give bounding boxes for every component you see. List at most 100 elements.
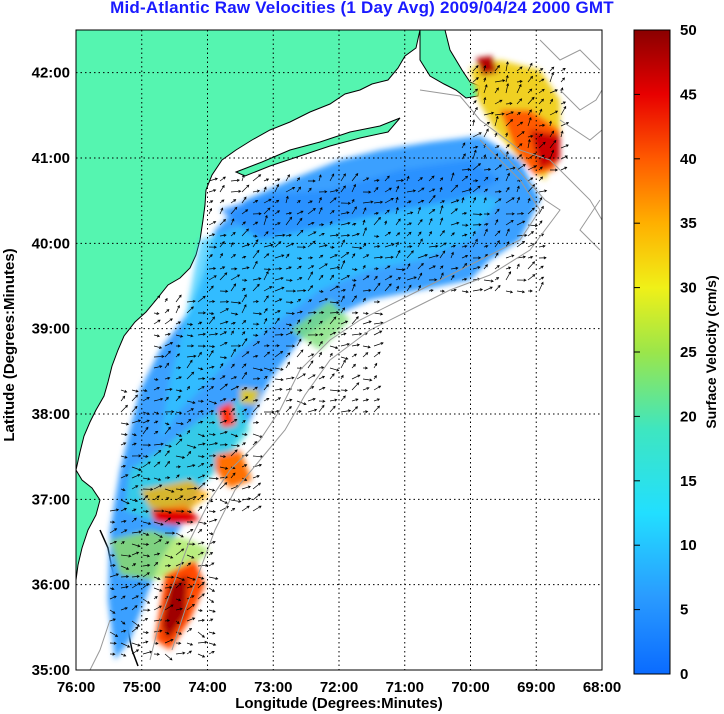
- velocity-arrow: [208, 454, 217, 458]
- velocity-arrow: [274, 183, 280, 193]
- velocity-arrow: [219, 300, 230, 304]
- velocity-arrow: [252, 234, 258, 238]
- velocity-arrow: [560, 87, 564, 94]
- velocity-arrow: [296, 410, 302, 414]
- velocity-arrow: [175, 576, 186, 581]
- velocity-arrow: [461, 167, 471, 171]
- velocity-arrow: [197, 474, 206, 479]
- velocity-arrow: [164, 332, 171, 336]
- velocity-arrow: [252, 398, 259, 402]
- velocity-arrow: [274, 344, 280, 348]
- velocity-arrow: [263, 267, 272, 271]
- velocity-arrow: [318, 386, 326, 391]
- velocity-arrow: [296, 265, 302, 270]
- velocity-arrow: [197, 593, 205, 600]
- velocity-arrow: [274, 298, 283, 303]
- velocity-arrow: [549, 66, 555, 72]
- velocity-arrow: [241, 221, 246, 226]
- velocity-arrow: [285, 300, 294, 304]
- velocity-arrow: [241, 196, 247, 204]
- velocity-arrow: [384, 187, 392, 193]
- velocity-arrow: [241, 304, 247, 314]
- y-tick-label: 42:00: [32, 65, 70, 82]
- velocity-arrow: [428, 254, 439, 259]
- velocity-arrow: [329, 233, 340, 237]
- velocity-arrow: [439, 289, 446, 293]
- velocity-arrow: [472, 132, 482, 138]
- velocity-arrow: [241, 338, 248, 347]
- velocity-arrow: [164, 387, 173, 391]
- velocity-arrow: [164, 422, 170, 426]
- velocity-arrow: [505, 118, 514, 127]
- velocity-arrow: [307, 397, 316, 402]
- velocity-arrow: [307, 271, 313, 281]
- velocity-arrow: [296, 277, 303, 281]
- chart-title: Mid-Atlantic Raw Velocities (1 Day Avg) …: [110, 0, 614, 17]
- velocity-arrow: [472, 88, 479, 94]
- velocity-arrow: [395, 218, 401, 226]
- velocity-arrow: [142, 509, 149, 513]
- velocity-arrow: [164, 318, 173, 325]
- velocity-arrow: [164, 376, 171, 380]
- velocity-arrow: [274, 267, 283, 271]
- velocity-arrow: [142, 397, 150, 402]
- velocity-arrow: [428, 289, 434, 293]
- velocity-arrow: [549, 98, 553, 105]
- velocity-arrow: [219, 383, 228, 391]
- velocity-arrow: [263, 186, 267, 193]
- velocity-arrow: [252, 386, 258, 391]
- velocity-arrow: [241, 464, 248, 468]
- y-tick-labels: 42:00 41:00 40:00 39:00 38:00 37:00 36:00 35:00: [32, 65, 70, 679]
- velocity-arrow: [307, 285, 314, 292]
- velocity-arrow: [307, 319, 312, 325]
- velocity-arrow: [120, 585, 129, 589]
- velocity-arrow: [252, 354, 259, 358]
- velocity-arrow: [329, 389, 341, 393]
- velocity-arrow: [351, 198, 355, 204]
- velocity-arrow: [208, 477, 219, 481]
- velocity-arrow: [351, 316, 359, 325]
- velocity-arrow: [164, 410, 175, 414]
- velocity-arrow: [186, 354, 197, 358]
- velocity-arrow: [472, 212, 483, 216]
- velocity-arrow: [131, 551, 140, 556]
- velocity-arrow: [109, 540, 118, 545]
- velocity-arrow: [186, 617, 196, 622]
- velocity-arrow: [109, 553, 116, 557]
- velocity-arrow: [208, 316, 216, 325]
- velocity-arrow: [505, 61, 509, 72]
- velocity-arrow: [417, 177, 423, 182]
- velocity-arrow: [131, 389, 139, 393]
- velocity-arrow: [538, 78, 545, 83]
- velocity-arrow: [494, 208, 500, 215]
- velocity-arrow: [527, 207, 535, 215]
- colorbar-tick-label: 0: [680, 666, 688, 683]
- velocity-arrow: [494, 87, 499, 94]
- velocity-arrow: [153, 576, 161, 580]
- velocity-arrow: [318, 333, 324, 337]
- velocity-arrow: [527, 184, 536, 193]
- velocity-arrow: [428, 188, 436, 193]
- velocity-arrow: [560, 77, 566, 83]
- velocity-arrow: [527, 96, 535, 105]
- velocity-arrow: [175, 474, 180, 479]
- velocity-arrow: [120, 529, 128, 534]
- velocity-arrow: [186, 418, 192, 424]
- velocity-arrow: [549, 89, 558, 94]
- velocity-arrow: [241, 387, 248, 391]
- velocity-arrow: [296, 298, 302, 303]
- velocity-arrow: [329, 254, 338, 259]
- velocity-arrow: [208, 312, 215, 315]
- velocity-arrow: [263, 330, 268, 336]
- velocity-arrow: [175, 334, 184, 338]
- velocity-arrow: [131, 543, 141, 548]
- velocity-arrow: [494, 219, 499, 226]
- velocity-arrow: [505, 219, 514, 226]
- velocity-arrow: [208, 275, 217, 281]
- velocity-arrow: [362, 264, 366, 270]
- velocity-arrow: [175, 542, 182, 546]
- velocity-arrow: [186, 359, 193, 369]
- velocity-arrow: [153, 386, 160, 391]
- velocity-arrow: [329, 311, 340, 315]
- velocity-arrow: [230, 507, 236, 512]
